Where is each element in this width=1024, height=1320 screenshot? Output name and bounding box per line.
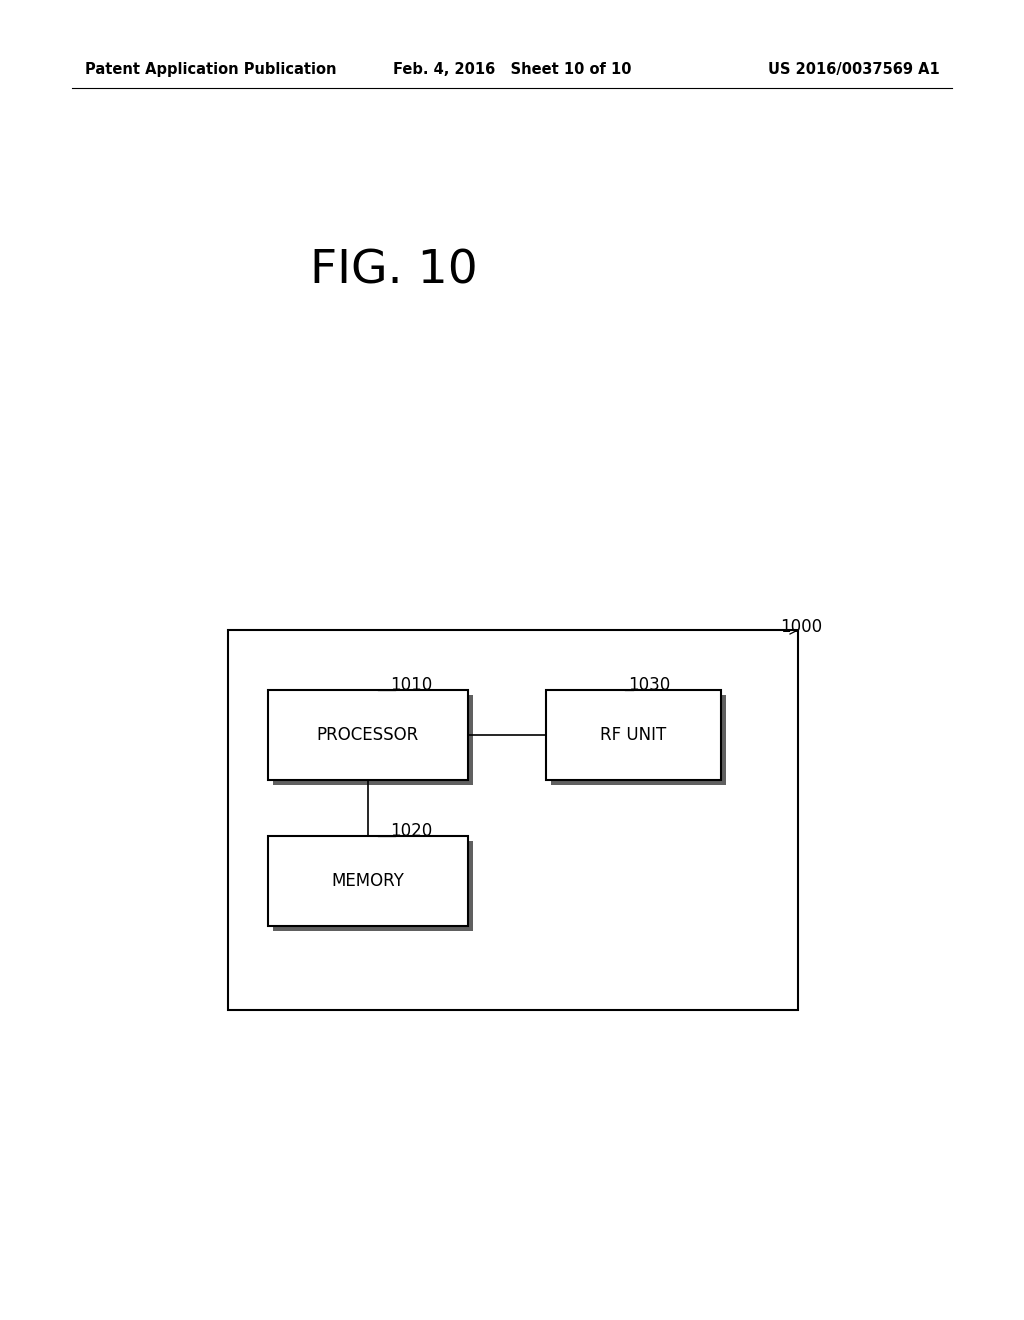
Text: RF UNIT: RF UNIT <box>600 726 667 744</box>
Text: PROCESSOR: PROCESSOR <box>316 726 419 744</box>
Text: Patent Application Publication: Patent Application Publication <box>85 62 337 77</box>
Text: 1000: 1000 <box>780 618 822 636</box>
Bar <box>268 836 468 927</box>
Text: 1010: 1010 <box>390 676 432 694</box>
Text: US 2016/0037569 A1: US 2016/0037569 A1 <box>768 62 940 77</box>
Bar <box>546 690 721 780</box>
Text: Feb. 4, 2016   Sheet 10 of 10: Feb. 4, 2016 Sheet 10 of 10 <box>393 62 631 77</box>
Bar <box>228 630 798 1010</box>
Text: 1030: 1030 <box>628 676 671 694</box>
Text: 1020: 1020 <box>390 822 432 840</box>
Bar <box>268 690 468 780</box>
Bar <box>273 696 473 785</box>
Text: MEMORY: MEMORY <box>332 873 404 890</box>
Bar <box>273 841 473 931</box>
Bar <box>551 696 726 785</box>
Text: FIG. 10: FIG. 10 <box>310 248 478 293</box>
